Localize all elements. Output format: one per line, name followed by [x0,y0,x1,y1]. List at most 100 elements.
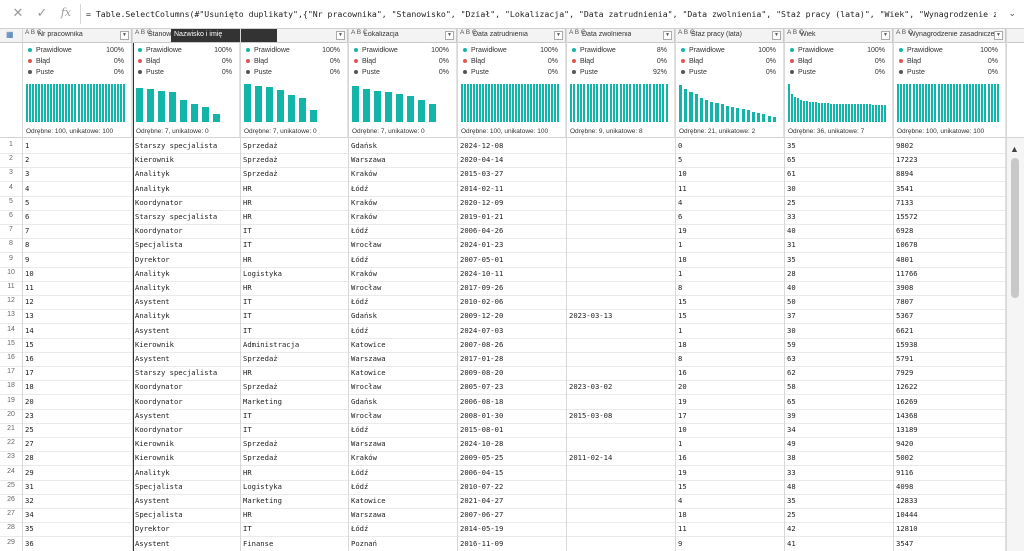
table-row[interactable]: 25 31 Specjalista Logistyka Łódź 2010-07-22 15… [0,479,1006,495]
table-row[interactable]: 9 9 Dyrektor HR Łódź 2007-05-01 18 35 4801 [0,252,1006,268]
table-cell[interactable]: 5791 [896,354,914,363]
table-cell[interactable]: Łódź [351,524,369,534]
table-row[interactable]: 16 16 Asystent Sprzedaż Warszawa 2017-01-28 8 6… [0,351,1006,367]
table-cell[interactable]: 16 [25,354,34,363]
table-row[interactable]: 14 14 Asystent IT Łódź 2024-07-03 1 30 6621 [0,323,1006,339]
table-cell[interactable]: HR [243,467,252,477]
table-cell[interactable]: 2021-04-27 [460,496,504,505]
table-cell[interactable]: 11 [678,524,687,534]
text-type-icon[interactable]: A B C [787,29,804,36]
table-cell[interactable]: Asystent [135,410,170,420]
column-header[interactable]: A B C Lokalizacja ▼ [348,29,457,42]
table-cell[interactable]: HR [243,183,252,193]
table-cell[interactable]: Wrocław [351,382,382,392]
table-row[interactable]: 6 6 Starszy specjalista HR Kraków 2019-01-21 6… [0,209,1006,225]
table-cell[interactable]: Koordynator [135,382,183,392]
table-cell[interactable]: 15 [678,481,687,491]
table-cell[interactable]: HR [243,510,252,520]
table-cell[interactable]: 3 [25,169,30,179]
table-cell[interactable]: HR [243,254,252,264]
chevron-down-icon[interactable]: ▼ [663,31,672,40]
chevron-down-icon[interactable]: ▼ [994,31,1003,40]
table-cell[interactable]: 15 [25,339,34,349]
table-cell[interactable]: 13 [25,311,34,321]
table-row[interactable]: 17 17 Starszy specjalista HR Katowice 2009-08… [0,365,1006,382]
table-cell[interactable]: Asystent [135,297,170,307]
table-cell[interactable]: Dyrektor [135,524,170,534]
table-cell[interactable]: 25 [787,197,796,207]
table-cell[interactable]: Łódź [351,467,369,477]
table-row[interactable]: 22 27 Kierownik Sprzedaż Warszawa 2024-10-28 1… [0,436,1006,453]
table-cell[interactable]: 9116 [896,467,914,477]
text-type-icon[interactable]: A B C [460,29,477,36]
accept-icon[interactable]: ✓ [36,5,48,20]
table-row[interactable]: 26 32 Asystent Marketing Katowice 2021-04-27 4… [0,493,1006,509]
chevron-down-icon[interactable]: ▼ [881,31,890,40]
table-cell[interactable]: 11766 [896,268,918,278]
table-cell[interactable]: Łódź [351,226,369,236]
table-cell[interactable]: Starszy specjalista [135,368,218,378]
table-cell[interactable]: 1 [678,439,683,449]
table-cell[interactable]: 7 [25,226,30,236]
table-cell[interactable]: Sprzedaż [243,382,278,392]
table-row[interactable]: 24 29 Analityk HR Łódź 2006-04-15 19 33 9116 [0,465,1006,481]
table-cell[interactable]: 65 [787,396,796,406]
table-cell[interactable]: 2005-07-23 [460,382,504,392]
table-cell[interactable]: 7133 [896,197,914,207]
table-cell[interactable]: 4 [678,197,683,207]
table-cell[interactable]: Katowice [351,496,386,505]
table-cell[interactable]: Asystent [135,496,170,505]
table-cell[interactable]: Katowice [351,339,386,349]
table-cell[interactable]: Wrocław [351,410,382,420]
table-cell[interactable]: 2015-03-27 [460,169,504,179]
table-cell[interactable]: 16269 [896,396,918,406]
table-cell[interactable]: 10 [678,169,687,179]
table-cell[interactable]: 17 [25,368,34,378]
table-cell[interactable]: Asystent [135,354,170,363]
table-row[interactable]: 21 25 Koordynator IT Łódź 2015-08-01 10 34 13189 [0,422,1006,438]
table-row[interactable]: 3 3 Analityk Sprzedaż Kraków 2015-03-27 10 61 88… [0,166,1006,183]
table-cell[interactable]: HR [243,197,252,207]
table-cell[interactable]: Analityk [135,311,170,321]
table-cell[interactable]: Gdańsk [351,311,377,321]
table-cell[interactable]: 12 [25,297,34,307]
table-cell[interactable]: 2007-06-27 [460,510,504,520]
table-cell[interactable]: Finanse [243,538,274,548]
table-cell[interactable]: HR [243,283,252,292]
table-cell[interactable]: 30 [787,325,796,335]
table-cell[interactable]: Kraków [351,268,377,278]
table-row[interactable]: 28 35 Dyrektor IT Łódź 2014-05-19 11 42 12810 [0,521,1006,538]
table-cell[interactable]: Łódź [351,325,369,335]
chevron-down-icon[interactable]: ▼ [445,31,454,40]
table-cell[interactable]: 14 [25,325,34,335]
fx-icon[interactable]: fx [60,6,72,19]
table-cell[interactable]: 1 [678,325,683,335]
table-cell[interactable]: Koordynator [135,197,183,207]
table-cell[interactable]: 9 [25,254,30,264]
table-cell[interactable]: 2017-09-26 [460,283,504,292]
table-cell[interactable]: Warszawa [351,439,386,449]
table-cell[interactable]: Sprzedaż [243,439,278,449]
table-cell[interactable]: 10 [25,268,34,278]
table-cell[interactable]: 2016-11-09 [460,538,504,548]
table-cell[interactable]: 23 [25,410,34,420]
table-cell[interactable]: 63 [787,354,796,363]
table-cell[interactable]: 1 [678,268,683,278]
table-cell[interactable]: Administracja [243,339,300,349]
table-cell[interactable]: Sprzedaż [243,169,278,179]
table-cell[interactable]: 30 [787,183,796,193]
table-cell[interactable]: Sprzedaż [243,354,278,363]
table-cell[interactable]: 9420 [896,439,914,449]
table-cell[interactable]: 38 [787,453,796,463]
column-header[interactable]: A B C Wynagrodzenie zasadnicze ▼ [893,29,1006,42]
table-cell[interactable]: Dyrektor [135,254,170,264]
table-cell[interactable]: 17 [678,410,687,420]
table-cell[interactable]: 2014-05-19 [460,524,504,534]
table-cell[interactable]: 42 [787,524,796,534]
table-cell[interactable]: 19 [678,396,687,406]
table-cell[interactable]: 35 [25,524,34,534]
formula-input[interactable]: = Table.SelectColumns(#"Usunięto duplika… [86,9,996,19]
table-cell[interactable]: IT [243,240,252,250]
chevron-down-icon[interactable]: ▼ [120,31,129,40]
table-cell[interactable]: 2017-01-28 [460,354,504,363]
